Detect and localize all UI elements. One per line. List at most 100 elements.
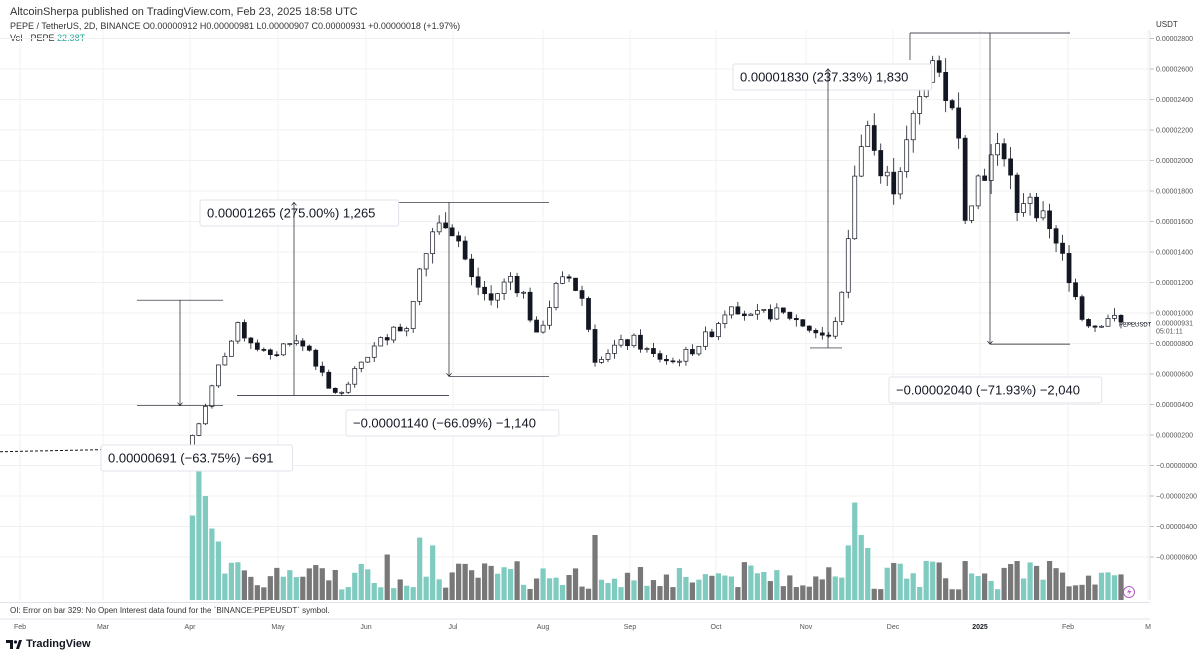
volume-bar	[585, 588, 592, 600]
candle	[975, 175, 981, 207]
volume-bar	[780, 586, 786, 600]
currency-label: USDT	[1156, 20, 1178, 29]
candle	[716, 323, 721, 338]
volume-bar	[410, 587, 416, 600]
time-axis[interactable]: Feb Mar Apr May Jun Jul Aug Sep Oct Nov Dec 2025 Feb…	[0, 618, 1151, 631]
price-tick-label: 0.00002400	[1156, 97, 1193, 104]
candle	[800, 319, 806, 327]
candle	[780, 307, 786, 313]
candle	[248, 337, 254, 344]
candle	[293, 340, 299, 344]
candle	[540, 324, 546, 333]
volume-bar	[280, 576, 286, 600]
measurement-3[interactable]: −0.00001140 (−66.09%) −1,140	[345, 375, 560, 437]
candle	[904, 139, 910, 173]
lightning-icon[interactable]	[1123, 586, 1135, 598]
month-label: May	[271, 624, 285, 631]
volume-bar	[417, 537, 423, 600]
volume-bar	[962, 561, 968, 600]
candle	[793, 318, 799, 321]
measure-label-box	[732, 63, 933, 91]
volume-bar	[598, 579, 605, 600]
volume-bar	[865, 548, 871, 600]
measurement-1[interactable]: 0.00000691 (−63.75%) −691	[100, 299, 293, 472]
candle	[664, 358, 669, 362]
volume-bar	[715, 573, 722, 600]
candle	[962, 137, 968, 221]
price-axis[interactable]: 0.00002800 0.00002600 0.00002400 0.00002200…	[1149, 30, 1197, 600]
volume-bar	[670, 587, 676, 600]
volume-bar	[566, 575, 572, 600]
price-tick-label: 0.00002600	[1156, 67, 1193, 74]
price-tick-label: 0.00001400	[1156, 250, 1193, 257]
volume-bar	[1014, 561, 1020, 600]
volume-bar	[1118, 574, 1124, 600]
candle	[1079, 296, 1085, 320]
tradingview-logo-icon	[6, 639, 22, 649]
candle	[878, 150, 884, 177]
volume-bar	[819, 579, 825, 600]
price-tick-label: −0.00000600	[1156, 555, 1197, 562]
price-tick-label: 0.00002000	[1156, 158, 1193, 165]
candle	[332, 387, 338, 393]
candle	[241, 322, 247, 339]
candle	[287, 343, 293, 345]
tradingview-logo-text: TradingView	[26, 638, 91, 650]
candle	[527, 291, 533, 321]
volume-bar	[1007, 564, 1014, 600]
volume-bar	[469, 570, 475, 600]
candle	[456, 235, 462, 242]
volume-bar	[540, 568, 546, 600]
volume-bar	[261, 587, 267, 600]
volume-bar	[702, 574, 709, 600]
month-label: Jul	[449, 624, 458, 631]
volume-bar	[494, 573, 501, 600]
measure-label-box	[888, 376, 1103, 404]
candle	[742, 313, 747, 317]
candle	[787, 311, 793, 319]
candle	[1027, 196, 1033, 204]
candle	[404, 328, 410, 332]
volume-bar	[683, 576, 689, 600]
candle	[657, 353, 663, 360]
month-label: Feb	[14, 624, 26, 631]
volume-bar	[930, 561, 936, 600]
volume-bar	[1098, 572, 1105, 600]
volume-bar	[741, 562, 747, 600]
volume-bar	[423, 576, 429, 600]
candle	[1040, 210, 1046, 219]
volume-bar	[878, 589, 884, 600]
candle	[858, 146, 864, 177]
candle	[839, 291, 845, 322]
candle	[969, 205, 975, 221]
volume-bar	[579, 586, 585, 600]
measure-label: 0.00000691 (−63.75%) −691	[108, 451, 274, 466]
candle	[547, 307, 552, 326]
volume-bar	[826, 567, 832, 600]
candle	[949, 100, 955, 109]
measurement-4[interactable]: 0.00001830 (237.33%) 1,830	[732, 63, 933, 349]
volume-bar	[553, 577, 559, 600]
volume-bar	[650, 580, 657, 600]
candle	[956, 107, 962, 139]
measurement-annotations[interactable]: 0.00000691 (−63.75%) −691 0.00001265 (275…	[100, 32, 1103, 472]
month-label: M	[1145, 624, 1151, 631]
candle	[365, 356, 371, 363]
volume-bar	[845, 545, 851, 600]
volume-bar	[663, 574, 670, 600]
price-tick-label: −0.00000000	[1156, 463, 1197, 470]
volume-bar	[488, 565, 494, 600]
candle	[1092, 325, 1098, 328]
candle	[690, 349, 695, 355]
measure-label-box	[345, 409, 560, 437]
candle	[534, 319, 539, 333]
measurement-5[interactable]: −0.00002040 (−71.93%) −2,040	[888, 32, 1103, 404]
measurement-2[interactable]: 0.00001265 (275.00%) 1,265	[199, 199, 549, 396]
volume-bar	[774, 570, 780, 600]
volume-bar	[430, 545, 436, 600]
candle	[501, 281, 507, 294]
volume-bar	[189, 515, 196, 600]
volume-bar	[884, 567, 890, 600]
volume-bar	[722, 575, 728, 600]
